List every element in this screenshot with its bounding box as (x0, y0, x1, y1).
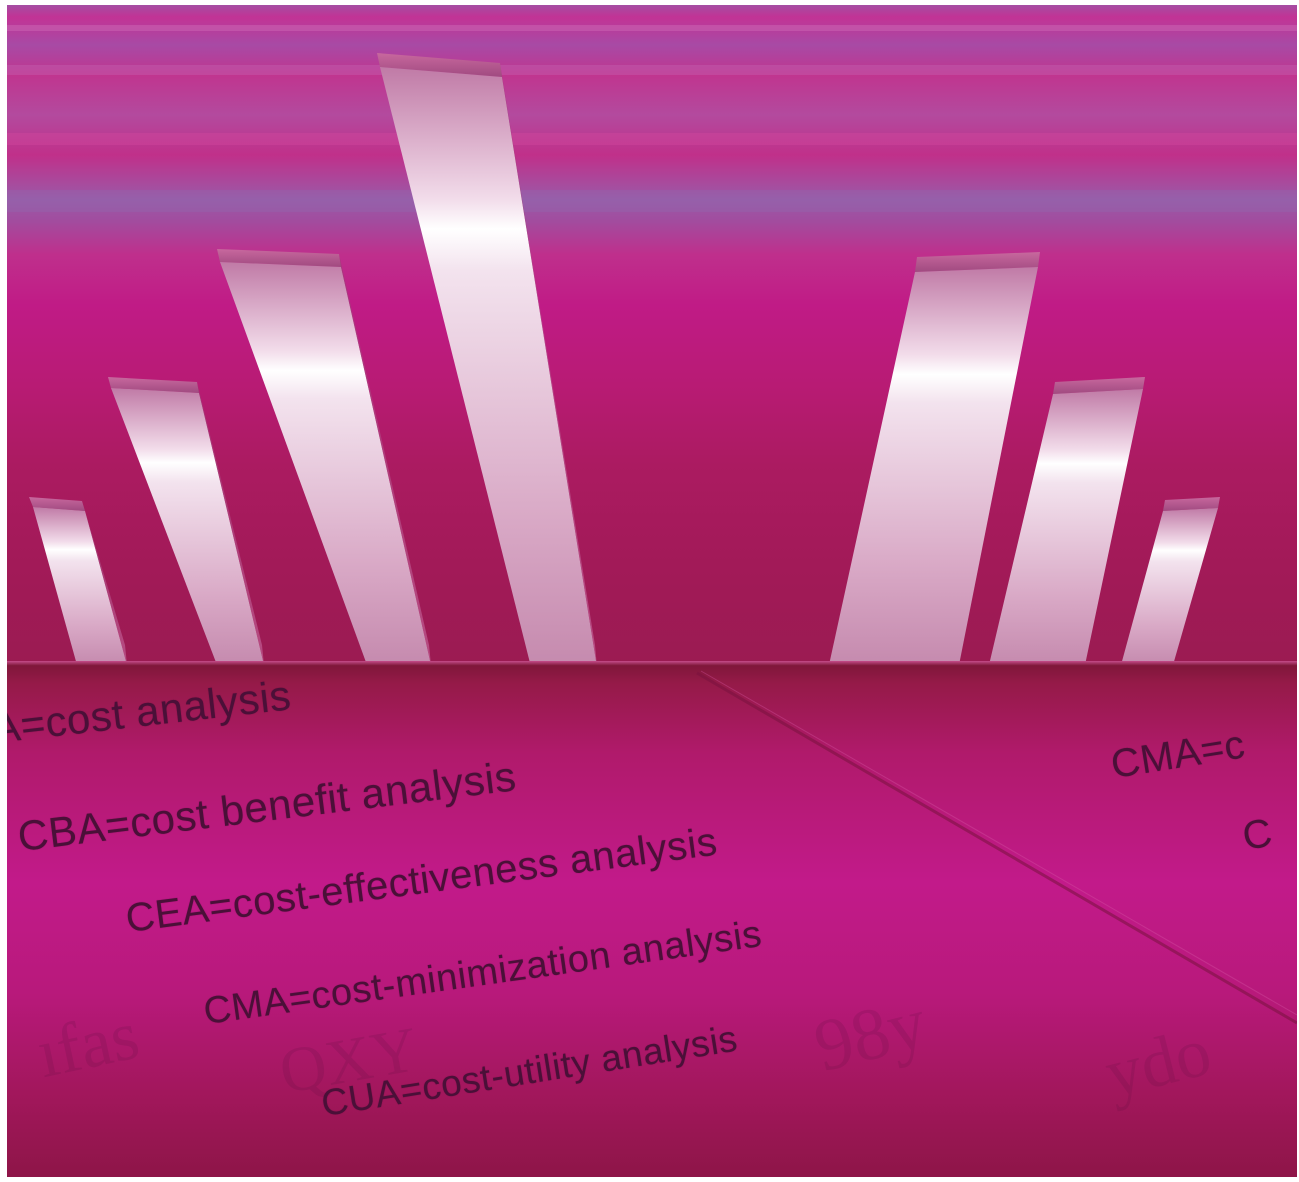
bar-left-2 (108, 377, 264, 665)
bar-left-4 (377, 53, 597, 667)
floor-surface (7, 663, 1297, 1177)
bar-right-3 (829, 252, 1040, 665)
sky-stripe (7, 190, 1297, 212)
bar-right-2 (989, 377, 1145, 665)
sky-stripe (7, 65, 1297, 75)
artwork-frame: ıfas QXY 98y ydo A=cost analysis CBA=cos… (7, 5, 1297, 1177)
bar-right-1 (1121, 497, 1220, 665)
bar-left-3 (217, 249, 431, 665)
sky-stripe (7, 133, 1297, 145)
floor-page-crease (696, 670, 1297, 1025)
horizon-edge (7, 661, 1297, 666)
bar-left-1 (29, 497, 127, 665)
bars-scene (29, 53, 1220, 667)
sky-stripe (7, 25, 1297, 31)
